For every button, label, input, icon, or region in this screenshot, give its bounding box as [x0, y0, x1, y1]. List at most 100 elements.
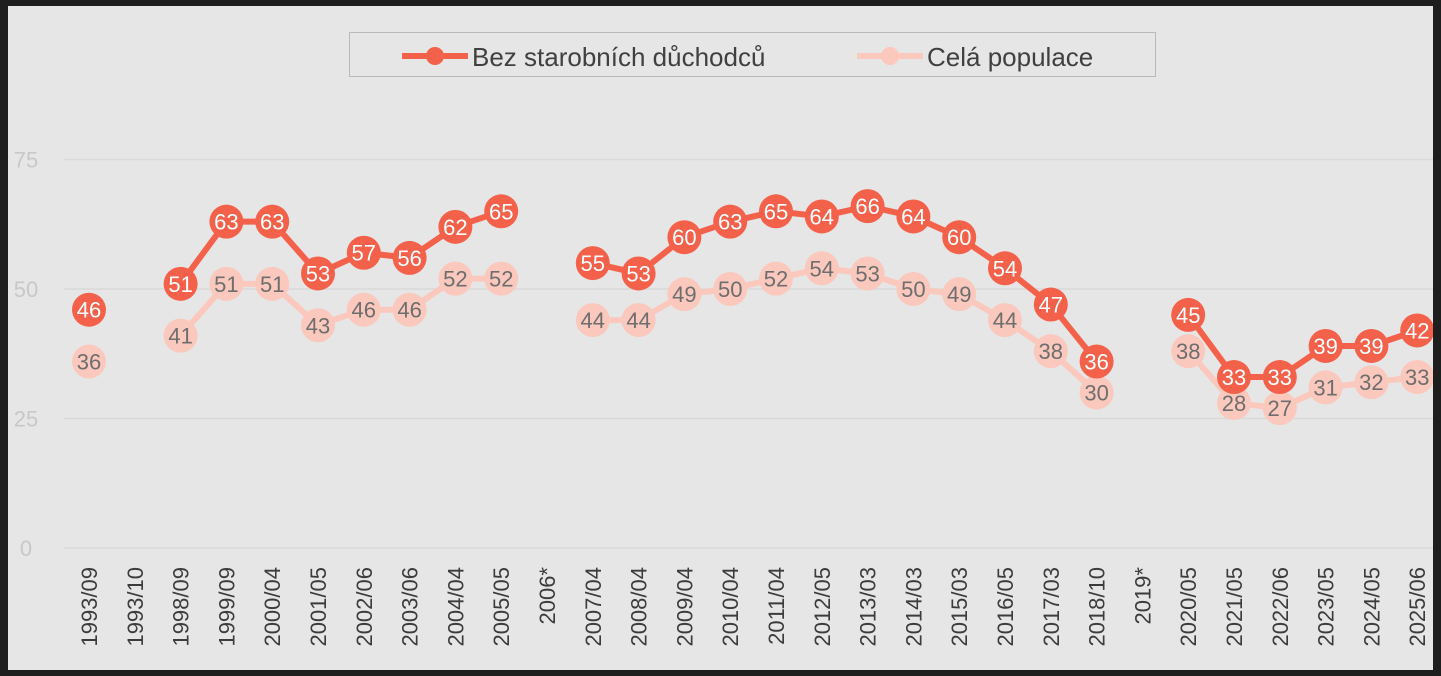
x-tick-label: 2016/05: [993, 567, 1018, 647]
data-point-1: [575, 246, 610, 281]
data-point-2: [1308, 370, 1343, 405]
data-point-2: [713, 272, 748, 306]
data-label-2: 36: [77, 350, 101, 375]
data-label-1: 33: [1268, 365, 1292, 390]
data-label-2: 41: [168, 324, 192, 349]
x-tick-label: 1993/09: [77, 567, 102, 647]
x-tick-label: 2003/06: [398, 567, 423, 647]
data-label-2: 46: [352, 298, 376, 323]
series-line-2: [589, 265, 1100, 396]
data-point-1: [301, 256, 335, 291]
data-label-2: 30: [1084, 381, 1108, 406]
data-label-1: 46: [77, 298, 101, 323]
data-label-1: 63: [718, 210, 742, 235]
data-point-2: [1354, 365, 1389, 400]
x-tick-label: 2023/05: [1314, 567, 1339, 647]
data-label-1: 60: [672, 225, 696, 250]
x-tick-label: 2017/03: [1039, 567, 1064, 647]
data-point-2: [988, 303, 1022, 338]
data-label-2: 50: [718, 277, 742, 302]
data-point-1: [438, 209, 473, 244]
data-point-2: [850, 256, 885, 291]
data-point-2: [72, 344, 106, 379]
x-tick-label: 1999/09: [214, 567, 239, 647]
data-point-1: [1354, 328, 1389, 363]
data-label-1: 57: [352, 241, 376, 266]
data-point-1: [850, 189, 885, 224]
data-label-2: 44: [581, 308, 605, 333]
data-label-2: 27: [1268, 396, 1292, 421]
data-label-2: 54: [810, 256, 834, 281]
data-point-2: [346, 292, 381, 327]
x-tick-label: 2014/03: [901, 567, 926, 647]
data-point-1: [1079, 344, 1114, 379]
x-tick-label: 2006*: [535, 567, 560, 625]
x-tick-label: 2021/05: [1222, 567, 1247, 647]
data-point-2: [667, 277, 702, 312]
data-label-1: 51: [168, 272, 192, 297]
x-tick-label: 2011/04: [764, 567, 789, 645]
x-tick-label: 2001/05: [306, 567, 331, 647]
data-point-1: [896, 199, 931, 234]
data-label-2: 32: [1359, 370, 1383, 395]
data-label-2: 44: [626, 308, 650, 333]
legend-marker-series-1: [402, 47, 468, 65]
data-point-2: [575, 303, 610, 338]
data-label-1: 54: [993, 256, 1017, 281]
data-point-2: [1400, 360, 1433, 395]
data-point-1: [1171, 297, 1206, 332]
x-tick-label: 2012/05: [810, 567, 835, 647]
data-label-1: 62: [443, 215, 467, 240]
chart-frame: 0 25 50 75 1993/09 1993/10 1998/09 1999/09 2000/…: [8, 6, 1433, 670]
x-tick-label: 2004/04: [443, 567, 468, 647]
data-label-2: 52: [443, 267, 467, 292]
data-label-2: 43: [306, 313, 330, 338]
legend-marker-series-2: [857, 47, 923, 65]
data-label-2: 44: [993, 308, 1017, 333]
legend-label-series-2: Celá populace: [927, 42, 1094, 72]
x-tick-label: 2002/06: [352, 567, 377, 647]
x-tick-label: 1998/09: [169, 567, 194, 647]
data-label-1: 36: [1084, 350, 1108, 375]
data-label-2: 51: [214, 272, 238, 297]
data-point-1: [942, 220, 977, 255]
x-tick-label: 2010/04: [718, 567, 743, 647]
data-label-1: 66: [855, 194, 879, 219]
data-point-2: [209, 266, 244, 301]
data-point-1: [1400, 313, 1433, 348]
data-label-1: 45: [1176, 303, 1200, 328]
data-label-2: 38: [1039, 339, 1063, 364]
chart-legend: Bez starobních důchodců Celá populace: [349, 32, 1156, 77]
x-tick-label: 2013/03: [856, 567, 881, 647]
data-label-2: 50: [901, 277, 925, 302]
data-point-2: [392, 292, 427, 327]
data-point-1: [804, 199, 839, 234]
data-point-1: [255, 204, 290, 239]
data-point-2: [163, 318, 198, 353]
data-point-2: [759, 261, 793, 296]
data-label-2: 52: [489, 267, 513, 292]
x-tick-label: 2022/06: [1268, 567, 1293, 647]
data-point-1: [1033, 287, 1068, 322]
data-point-2: [1079, 375, 1114, 410]
data-point-1: [713, 204, 748, 239]
data-point-1: [346, 235, 381, 270]
x-tick-label: 2000/04: [260, 567, 285, 647]
data-label-2: 28: [1222, 391, 1246, 416]
y-tick-label: 75: [14, 148, 38, 173]
x-tick-label: 2025/06: [1405, 567, 1430, 647]
x-tick-label: 2018/10: [1085, 567, 1110, 647]
data-point-1: [163, 266, 198, 301]
data-label-1: 42: [1405, 318, 1429, 343]
x-tick-label: 2015/03: [947, 567, 972, 647]
data-label-2: 49: [672, 282, 696, 307]
data-point-1: [1217, 360, 1251, 395]
data-point-1: [759, 194, 793, 229]
data-point-1: [209, 204, 244, 239]
data-label-1: 47: [1039, 293, 1063, 318]
data-label-2: 52: [764, 267, 788, 292]
data-label-1: 39: [1359, 334, 1383, 359]
y-tick-label: 0: [20, 536, 32, 561]
series-line-1: [589, 203, 1100, 365]
x-tick-label: 2019*: [1130, 567, 1155, 625]
